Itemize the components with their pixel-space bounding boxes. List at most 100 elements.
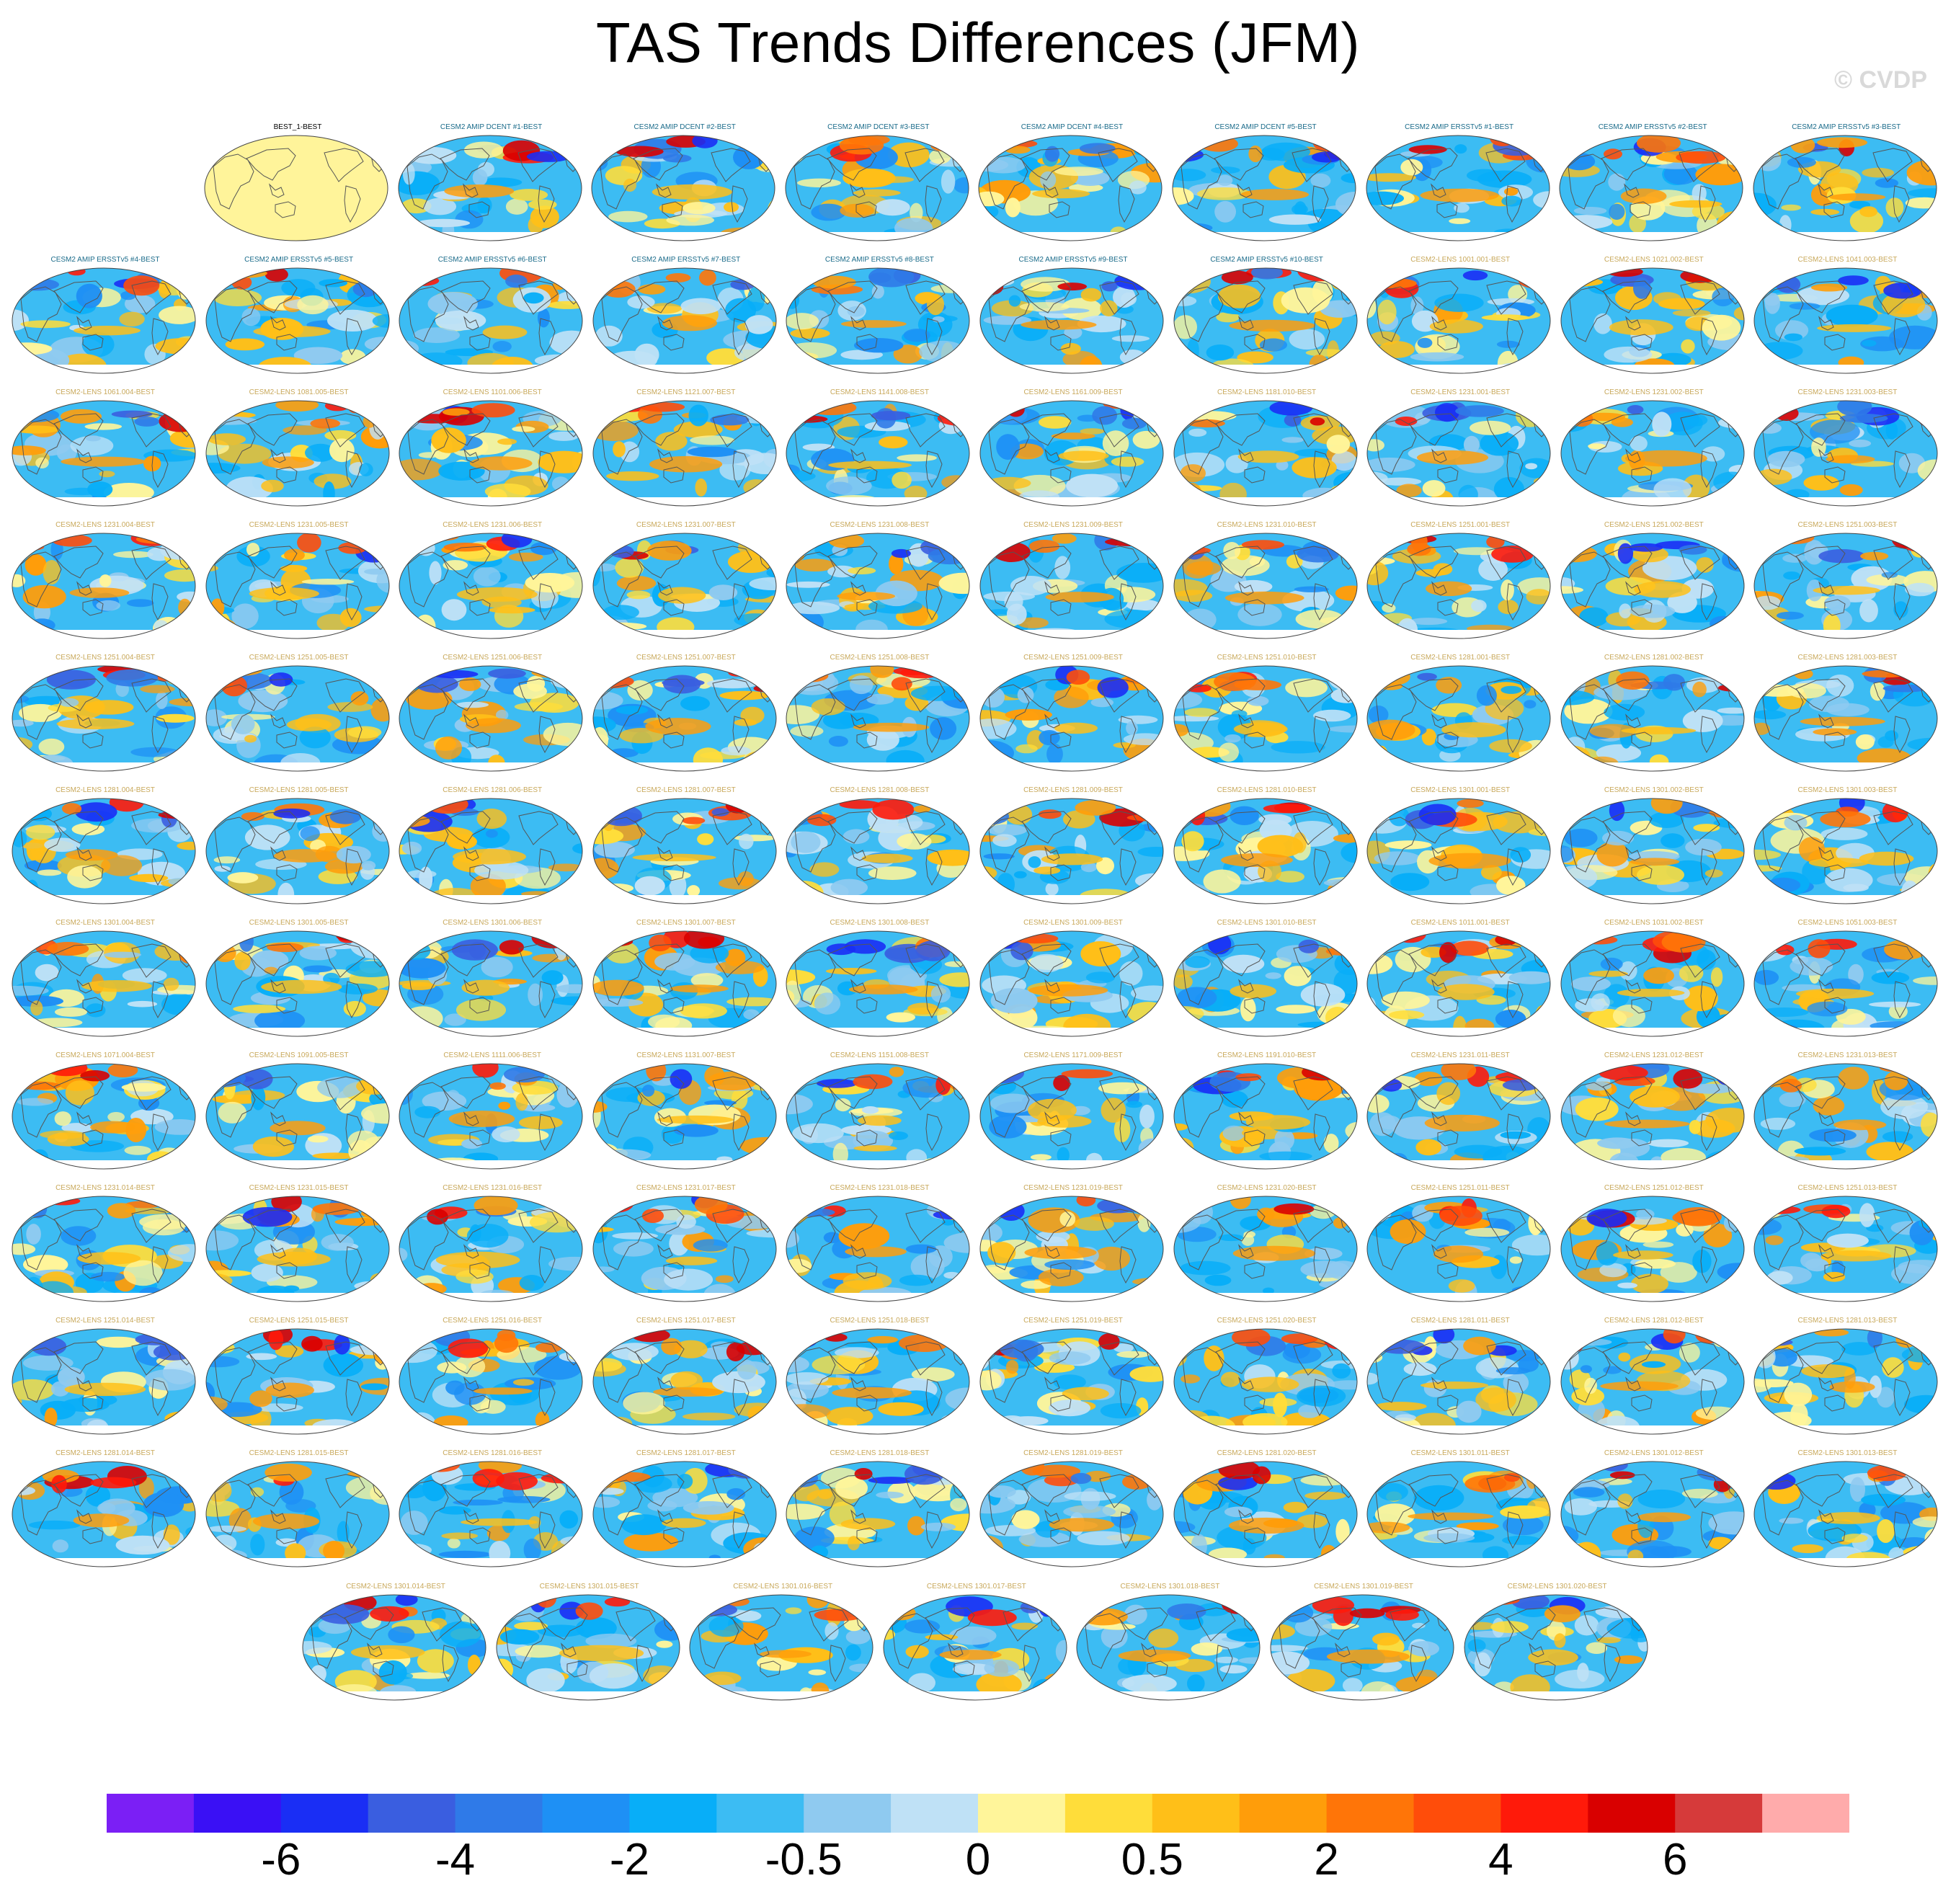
coastline xyxy=(794,817,836,873)
trend-patch xyxy=(786,890,806,897)
map-panel: CESM2-LENS 1231.020-BEST xyxy=(1173,1183,1361,1309)
polar-anomaly xyxy=(543,1064,583,1077)
coastline xyxy=(856,334,878,351)
panel-label: CESM2-LENS 1281.007-BEST xyxy=(636,786,736,794)
coastline xyxy=(440,678,491,711)
map-panel: CESM2-LENS 1231.018-BEST xyxy=(785,1183,974,1309)
panel-label: CESM2-LENS 1041.003-BEST xyxy=(1797,256,1898,264)
coastline xyxy=(1119,1246,1137,1284)
coastline xyxy=(794,286,836,342)
polar-anomaly xyxy=(1780,1079,1802,1093)
map-panel: CESM2-LENS 1231.019-BEST xyxy=(979,1183,1168,1309)
trend-patch xyxy=(1869,1375,1882,1398)
trend-patch xyxy=(550,672,582,688)
trend-patch xyxy=(85,1485,111,1507)
coastline xyxy=(538,981,556,1019)
map-panel: CESM2-LENS 1251.015-BEST xyxy=(205,1316,394,1442)
coastline xyxy=(1795,1341,1846,1374)
coastline xyxy=(1430,183,1446,198)
trend-patch xyxy=(1173,623,1194,637)
map-border xyxy=(592,930,777,1037)
trend-patch xyxy=(1635,1209,1655,1220)
world-map xyxy=(399,1196,583,1302)
map-border xyxy=(399,665,583,772)
coastline xyxy=(601,419,643,475)
trend-patch xyxy=(904,329,931,342)
coastline xyxy=(663,1262,685,1279)
map-panel: CESM2-LENS 1231.002-BEST xyxy=(1560,388,1748,514)
panel-label: CESM2-LENS 1251.003-BEST xyxy=(1797,521,1898,529)
tropical-anomaly xyxy=(832,1387,912,1399)
coastline xyxy=(732,1246,750,1284)
trend-patch xyxy=(1805,1258,1829,1272)
coastline xyxy=(1569,551,1611,608)
map-panel: CESM2-LENS 1171.009-BEST xyxy=(979,1051,1168,1177)
map-panel: CESM2-LENS 1051.003-BEST xyxy=(1753,918,1942,1044)
coastline xyxy=(538,1246,556,1284)
polar-anomaly xyxy=(1070,1472,1092,1485)
map-border xyxy=(592,1461,777,1567)
trend-patch xyxy=(645,1685,672,1699)
trend-patch xyxy=(1848,964,1864,985)
map-panel: CESM2-LENS 1131.007-BEST xyxy=(592,1051,781,1177)
panel-label: CESM2 AMIP ERSSTv5 #1-BEST xyxy=(1405,123,1514,131)
polar-anomaly xyxy=(1674,1207,1722,1227)
polar-anomaly xyxy=(443,408,470,416)
coastline xyxy=(1408,943,1459,977)
trend-patch xyxy=(1914,751,1938,759)
map-panel: CESM2-LENS 1281.017-BEST xyxy=(592,1449,781,1575)
trend-patch xyxy=(1377,477,1422,486)
trend-patch xyxy=(205,1064,218,1090)
trend-patch xyxy=(1810,419,1861,444)
map-border xyxy=(205,798,390,904)
coastline xyxy=(1506,1379,1524,1417)
trend-patch xyxy=(1051,432,1095,440)
trend-patch xyxy=(311,1152,357,1160)
coastline xyxy=(905,546,946,580)
trend-patch xyxy=(480,1400,506,1414)
coastline xyxy=(905,811,946,845)
trend-patch xyxy=(897,454,938,462)
panel-label: CESM2-LENS 1091.005-BEST xyxy=(249,1051,349,1059)
trend-patch xyxy=(1787,156,1816,168)
tropical-anomaly xyxy=(1229,984,1276,999)
polar-anomaly xyxy=(1885,1071,1908,1090)
trend-patch xyxy=(1005,197,1021,218)
trend-patch xyxy=(1203,869,1241,894)
map-panel: CESM2-LENS 1281.008-BEST xyxy=(785,786,974,912)
coastline xyxy=(440,1474,491,1507)
coastline xyxy=(345,583,363,621)
coastline xyxy=(537,1607,588,1640)
coastline xyxy=(1313,1246,1330,1284)
panel-label: CESM2-LENS 1151.008-BEST xyxy=(830,1051,929,1059)
coastline xyxy=(324,413,365,448)
trend-patch xyxy=(400,1511,428,1535)
coastline xyxy=(827,280,879,313)
coastline xyxy=(601,817,643,873)
trend-patch xyxy=(1612,1005,1645,1028)
trend-patch xyxy=(515,1645,563,1658)
trend-patch xyxy=(654,432,688,451)
trend-patch xyxy=(1596,841,1629,867)
panel-label: CESM2-LENS 1071.004-BEST xyxy=(55,1051,155,1059)
tropical-anomaly xyxy=(1228,1517,1304,1534)
coastline xyxy=(1214,1474,1266,1507)
world-map xyxy=(12,1461,196,1567)
coastline xyxy=(1408,280,1459,313)
polar-anomaly xyxy=(1904,1064,1929,1077)
trend-patch xyxy=(303,965,332,973)
trend-patch xyxy=(438,1550,492,1558)
polar-anomaly xyxy=(356,1064,379,1077)
trend-patch xyxy=(505,198,528,215)
coastline xyxy=(1700,981,1717,1019)
trend-patch xyxy=(654,1619,680,1641)
polar-anomaly xyxy=(366,405,386,415)
panel-label: CESM2-LENS 1231.013-BEST xyxy=(1797,1051,1898,1059)
coastline xyxy=(601,949,643,1005)
polar-anomaly xyxy=(1418,804,1457,826)
world-map xyxy=(1560,267,1745,374)
map-border xyxy=(1173,533,1358,639)
trend-patch xyxy=(1265,972,1281,979)
trend-patch xyxy=(792,1123,845,1144)
coastline xyxy=(538,450,556,489)
